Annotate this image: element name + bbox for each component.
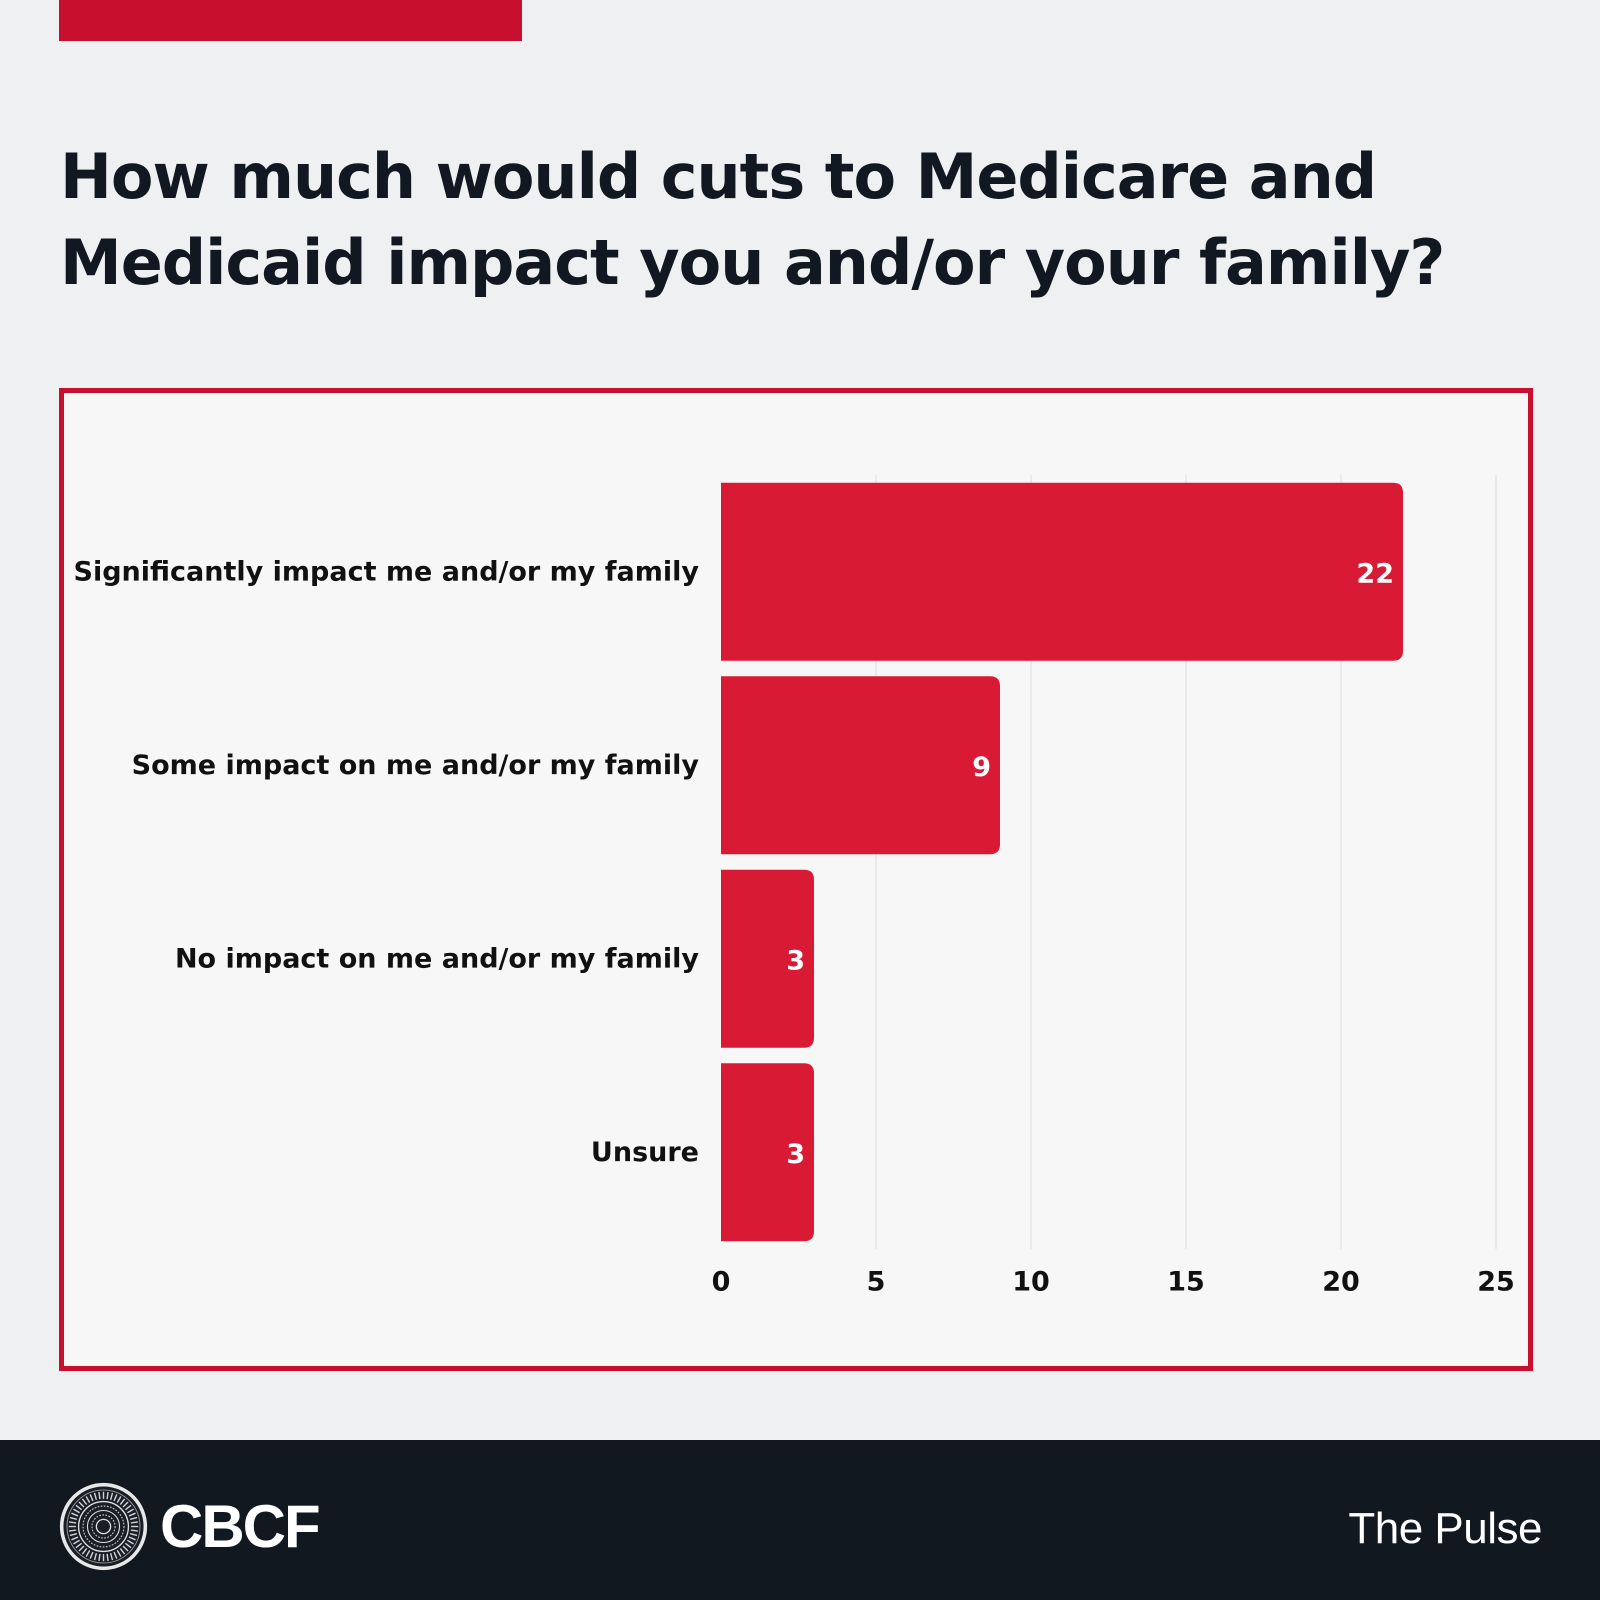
category-label: Unsure xyxy=(591,1137,699,1168)
seal-ray xyxy=(116,1496,122,1503)
cbcf-seal-icon xyxy=(59,1482,148,1571)
seal-ray xyxy=(98,1553,101,1562)
seal-ray xyxy=(122,1545,129,1552)
bar xyxy=(721,1063,814,1242)
seal-ray xyxy=(122,1501,129,1508)
seal-ray xyxy=(130,1529,139,1532)
seal-ray xyxy=(124,1504,132,1511)
seal-ray xyxy=(116,1550,122,1557)
x-tick-label: 10 xyxy=(1012,1267,1050,1298)
seal-ray xyxy=(106,1553,109,1562)
seal-ray xyxy=(124,1542,132,1549)
seal-ray xyxy=(106,1491,109,1500)
x-tick-label: 0 xyxy=(712,1267,731,1298)
seal-ray xyxy=(130,1521,139,1524)
category-label: Significantly impact me and/or my family xyxy=(74,556,700,587)
category-label: Some impact on me and/or my family xyxy=(132,750,700,781)
seal-ray xyxy=(69,1532,78,1537)
seal-ray xyxy=(128,1512,136,1517)
data-label: 3 xyxy=(786,1139,805,1170)
seal-ray xyxy=(89,1494,94,1502)
series-name: The Pulse xyxy=(1348,1504,1542,1553)
data-label: 3 xyxy=(786,945,805,976)
seal-ray xyxy=(85,1550,91,1557)
seal-ray xyxy=(119,1547,126,1555)
seal-ray xyxy=(127,1508,134,1514)
value-labels: 22 9 3 3 xyxy=(786,558,1394,1170)
seal-ray xyxy=(98,1491,101,1500)
seal-ray xyxy=(109,1492,114,1501)
bars xyxy=(721,482,1403,1242)
seal-ray xyxy=(129,1532,138,1537)
seal-ray xyxy=(71,1536,79,1541)
brand-name: CBCF xyxy=(160,1493,321,1560)
data-label: 9 xyxy=(972,752,991,783)
seal-ray xyxy=(119,1498,126,1506)
seal-ray xyxy=(127,1539,134,1545)
seal-ray xyxy=(75,1542,83,1549)
x-tick-label: 5 xyxy=(867,1267,886,1298)
x-tick-label: 20 xyxy=(1322,1267,1360,1298)
seal-ray xyxy=(93,1492,98,1501)
seal-ray xyxy=(81,1547,88,1555)
seal-ray xyxy=(69,1516,78,1521)
x-tick-label: 15 xyxy=(1167,1267,1205,1298)
bar xyxy=(721,869,814,1048)
seal-ray xyxy=(85,1496,91,1503)
page-title: How much would cuts to Medicare and Medi… xyxy=(60,140,1445,299)
seal-ray xyxy=(89,1551,94,1559)
bar xyxy=(721,676,1000,855)
category-label: No impact on me and/or my family xyxy=(175,943,699,974)
bar-chart: Significantly impact me and/or my family… xyxy=(74,475,1515,1298)
seal-ray xyxy=(81,1498,88,1506)
seal-ray xyxy=(71,1512,79,1517)
seal-ray xyxy=(78,1501,85,1508)
seal-ray xyxy=(75,1504,83,1511)
seal-ray xyxy=(128,1536,136,1541)
seal-ray xyxy=(68,1521,77,1524)
seal-ray xyxy=(73,1539,80,1545)
seal-ray xyxy=(109,1552,114,1561)
data-label: 22 xyxy=(1356,558,1394,589)
seal-ray xyxy=(93,1552,98,1561)
footer xyxy=(0,1440,1600,1600)
chart-container: Significantly impact me and/or my family… xyxy=(59,388,1533,1371)
seal-ray xyxy=(129,1516,138,1521)
x-tick-label: 25 xyxy=(1477,1267,1515,1298)
seal-ray xyxy=(113,1494,118,1502)
category-labels: Significantly impact me and/or my family… xyxy=(74,556,700,1168)
seal-ray xyxy=(73,1508,80,1514)
x-axis-ticks: 0 5 10 15 20 25 xyxy=(712,1267,1515,1298)
bar xyxy=(721,482,1403,661)
seal-ray xyxy=(68,1529,77,1532)
seal-ray xyxy=(113,1551,118,1559)
seal-ray xyxy=(78,1545,85,1552)
accent-bar xyxy=(59,0,522,41)
